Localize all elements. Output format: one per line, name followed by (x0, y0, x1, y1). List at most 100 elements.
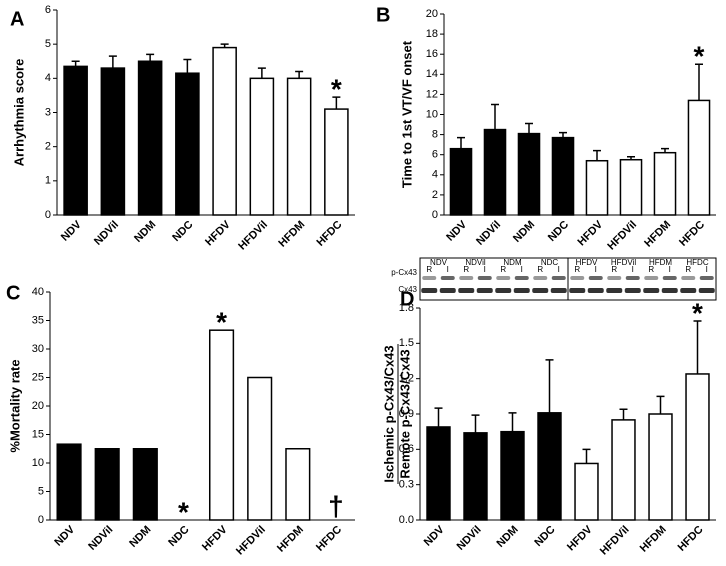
error-bar (491, 103, 499, 130)
band (606, 288, 623, 293)
y-tick-label: 0 (38, 514, 44, 526)
bar (687, 99, 711, 216)
blot-lane-sub: R (574, 265, 580, 274)
error-bar (434, 407, 443, 427)
error-bar (545, 359, 554, 413)
y-tick-label: 35 (32, 314, 44, 326)
y-axis-label: Remote p-Cx43/Cx43 (397, 349, 412, 478)
error-bar (525, 122, 533, 134)
y-tick-label: 20 (426, 8, 438, 20)
annotation: † (328, 490, 344, 521)
error-bar (619, 408, 628, 420)
blot-lane-sub: I (558, 265, 560, 274)
x-tick-label: NDC (170, 219, 195, 244)
panel-label: A (10, 8, 24, 30)
band (439, 288, 456, 293)
error-bar (559, 131, 567, 138)
y-tick-label: 40 (32, 286, 44, 298)
bar (324, 108, 349, 216)
error-bar (257, 67, 266, 79)
bar (500, 430, 525, 521)
x-tick-label: HFDV (576, 218, 606, 248)
x-tick-label: HFDVil (236, 219, 270, 253)
blot-lane-label: HFDM (649, 258, 672, 267)
y-tick-label: 30 (32, 343, 44, 355)
x-tick-label: HFDV (200, 523, 230, 553)
y-tick-label: 0 (45, 209, 51, 221)
x-tick-label: HFDC (314, 524, 344, 554)
bar (648, 413, 673, 521)
blot-lane-sub: I (447, 265, 449, 274)
band (440, 276, 455, 280)
bar (175, 72, 200, 216)
band (532, 288, 549, 293)
blot-lane-sub: R (500, 265, 506, 274)
blot-row-label: Cx43 (398, 285, 417, 294)
band (607, 276, 622, 280)
band (625, 276, 640, 280)
y-axis-label: Ischemic p-Cx43/Cx43 (381, 345, 396, 482)
y-tick-label: 6 (45, 4, 51, 16)
error-bar (627, 155, 635, 160)
y-tick-label: 1.8 (399, 302, 414, 314)
panel-label: B (376, 4, 390, 26)
y-tick-label: 4 (432, 169, 438, 181)
panel-label: C (6, 282, 20, 304)
bar (483, 128, 507, 216)
x-tick-label: NDV (444, 218, 469, 243)
band (514, 276, 529, 280)
bar (285, 448, 311, 521)
y-tick-label: 0.0 (399, 514, 414, 526)
x-tick-label: NDVil (455, 524, 484, 553)
blot-lane-sub: I (595, 265, 597, 274)
x-tick-label: NDV (59, 218, 84, 243)
x-tick-label: HFDM (638, 524, 669, 555)
y-axis-label: %Mortality rate (7, 359, 22, 452)
y-axis-label: Arrhythmia score (11, 59, 26, 167)
error-bar (508, 412, 517, 432)
band (421, 288, 438, 293)
band (643, 288, 660, 293)
error-bar (695, 63, 703, 101)
annotation: * (692, 297, 703, 328)
bar (212, 46, 237, 216)
x-tick-label: NDVil (86, 524, 115, 553)
y-tick-label: 16 (426, 48, 438, 60)
y-tick-label: 25 (32, 371, 44, 383)
blot-lane-label: NDC (541, 258, 559, 267)
blot-lane-label: NDV (430, 258, 448, 267)
blot-lane-sub: I (484, 265, 486, 274)
bar (56, 443, 82, 521)
band (588, 276, 603, 280)
bar (537, 412, 562, 521)
blot-lane-label: HFDVil (611, 258, 636, 267)
band (496, 276, 511, 280)
y-axis-label: Time to 1st VT/VF onset (399, 40, 414, 188)
bar (551, 136, 575, 216)
blot-lane-label: HFDC (686, 258, 708, 267)
annotation: * (216, 307, 227, 338)
bar (574, 462, 599, 521)
band (680, 288, 697, 293)
band (533, 276, 548, 280)
bar (63, 65, 88, 216)
bar (132, 448, 158, 521)
y-tick-label: 14 (426, 68, 438, 80)
error-bar (220, 43, 229, 48)
x-tick-label: HFDVil (605, 219, 639, 253)
x-tick-label: HFDM (642, 219, 673, 250)
blot-lane-sub: R (611, 265, 617, 274)
band (550, 288, 567, 293)
blot-lane-label: NDM (503, 258, 522, 267)
blot-lane-sub: I (706, 265, 708, 274)
band (699, 276, 714, 280)
x-tick-label: NDV (422, 523, 447, 548)
x-tick-label: NDVil (92, 219, 121, 248)
bar (463, 432, 488, 521)
band (551, 276, 566, 280)
y-tick-label: 0.3 (399, 479, 414, 491)
blot-lane-sub: I (632, 265, 634, 274)
bar (619, 158, 643, 216)
band (477, 276, 492, 280)
